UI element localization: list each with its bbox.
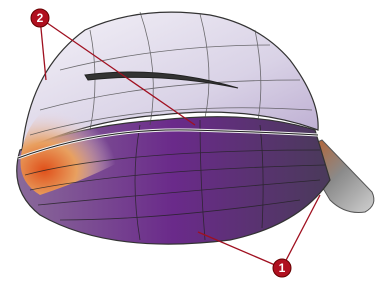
illustration: 2 1 [0,0,379,282]
club-head [17,12,374,244]
callout-label: 2 [37,11,44,25]
callout: 2 [31,9,49,27]
callout-label: 1 [279,261,286,275]
callout: 1 [273,259,291,277]
